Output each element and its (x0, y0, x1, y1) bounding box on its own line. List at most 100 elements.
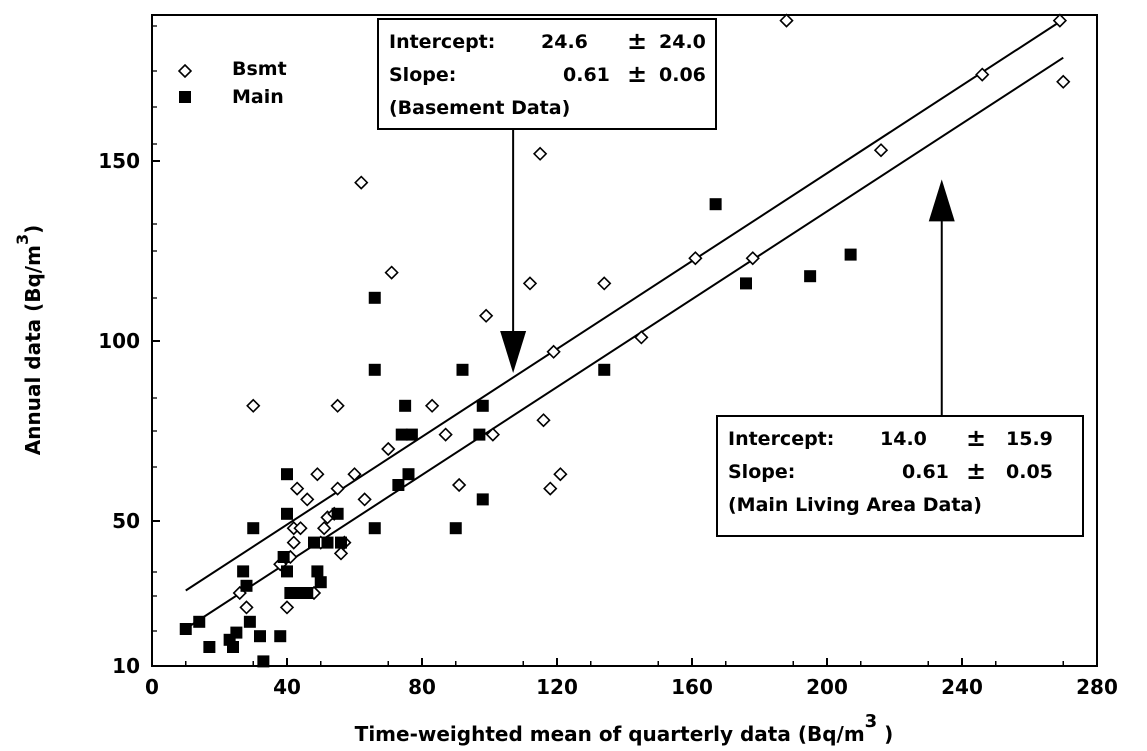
bsmt-point (553, 467, 568, 482)
bsmt-point (543, 481, 558, 496)
y-tick-label: 150 (98, 149, 140, 173)
main-point (243, 615, 256, 628)
annot-pm: ± (627, 60, 648, 88)
main-point (274, 630, 287, 643)
annot-label: Intercept: (389, 31, 496, 53)
main-point (240, 579, 253, 592)
legend-label-main: Main (232, 86, 284, 108)
x-tick-label: 200 (806, 675, 848, 699)
annot-caption: (Basement Data) (389, 97, 571, 119)
legend: Bsmt Main (170, 58, 330, 114)
bsmt-point (688, 251, 703, 266)
legend-entry-main: Main (170, 86, 330, 114)
bsmt-point (347, 467, 362, 482)
legend-entry-bsmt: Bsmt (170, 58, 330, 86)
y-tick-label: 50 (112, 509, 140, 533)
basement-fit-line (185, 18, 1064, 592)
annot-error: 15.9 (1006, 428, 1053, 450)
main-point (331, 507, 344, 520)
main-point (476, 399, 489, 412)
diamond-marker-icon (178, 64, 192, 78)
bsmt-point (357, 492, 372, 507)
main-point (449, 522, 462, 535)
x-tick-label: 120 (536, 675, 578, 699)
annot-caption: (Main Living Area Data) (728, 494, 982, 516)
bsmt-point (485, 427, 501, 442)
annot-label: Slope: (389, 64, 457, 86)
bsmt-point (546, 344, 561, 359)
annot-pm: ± (966, 424, 987, 452)
bsmt-point (532, 146, 548, 161)
bsmt-point (330, 481, 345, 496)
main-point (301, 587, 314, 599)
main-point (311, 565, 324, 578)
main-point (230, 626, 243, 639)
bsmt-point (286, 535, 301, 550)
main-point (473, 428, 486, 441)
annot-error: 0.06 (659, 64, 706, 86)
x-tick-label: 80 (408, 675, 436, 699)
basement-fit-annotation: Intercept: 24.6 ± 24.0 Slope: 0.61 ± 0.0… (377, 18, 717, 130)
bsmt-point (381, 441, 396, 457)
annot-error: 0.05 (1006, 461, 1053, 483)
bsmt-point (597, 276, 612, 291)
main-arrow-head (928, 179, 955, 222)
basement-arrow-head (500, 331, 527, 373)
main-point (476, 493, 489, 506)
main-point (254, 630, 266, 643)
y-axis-label: Annual data (Bq/m3) (13, 225, 45, 455)
annot-pm: ± (966, 457, 987, 485)
main-point (281, 468, 293, 481)
main-fit-line (185, 56, 1064, 630)
bsmt-point (451, 477, 467, 493)
main-point (237, 565, 250, 578)
bsmt-point (333, 546, 349, 561)
main-point (402, 468, 415, 481)
x-tick-label: 40 (273, 675, 301, 699)
main-point (844, 248, 857, 261)
annot-row: Slope: 0.61 ± 0.05 (728, 456, 1072, 489)
bsmt-point (330, 398, 345, 413)
main-point (368, 363, 381, 376)
bsmt-point (239, 600, 254, 615)
bsmt-point (289, 481, 305, 496)
bsmt-point (536, 413, 551, 428)
main-point (281, 565, 293, 578)
legend-label-bsmt: Bsmt (232, 58, 287, 80)
x-tick-label: 280 (1076, 675, 1118, 699)
main-point (740, 277, 752, 290)
main-point (395, 428, 408, 441)
annot-value: 14.0 (880, 428, 927, 450)
annot-row: (Main Living Area Data) (728, 489, 1072, 522)
bsmt-point (293, 521, 308, 536)
main-point (368, 291, 381, 304)
main-point (321, 536, 334, 549)
main-point (179, 623, 192, 635)
main-point (308, 536, 320, 549)
bsmt-point (634, 330, 649, 345)
bsmt-point (1052, 13, 1068, 28)
bsmt-point (1056, 74, 1071, 89)
annot-row: Intercept: 24.6 ± 24.0 (389, 26, 706, 59)
main-point (291, 587, 304, 599)
main-point (314, 576, 327, 589)
main-point (335, 536, 347, 549)
x-tick-label: 240 (941, 675, 983, 699)
main-point (804, 270, 817, 283)
annot-label: Slope: (728, 461, 796, 483)
main-point (257, 655, 270, 668)
bsmt-point (522, 276, 538, 291)
main-point (399, 399, 412, 412)
annot-row: Slope: 0.61 ± 0.06 (389, 59, 706, 92)
bsmt-point (745, 251, 760, 266)
annot-value: 0.61 (563, 64, 610, 86)
x-tick-label: 0 (145, 675, 159, 699)
bsmt-point (478, 308, 494, 323)
bsmt-point (384, 265, 399, 280)
bsmt-point (438, 427, 453, 442)
main-point (281, 507, 293, 520)
annot-label: Intercept: (728, 428, 835, 450)
annot-row: (Basement Data) (389, 92, 705, 125)
